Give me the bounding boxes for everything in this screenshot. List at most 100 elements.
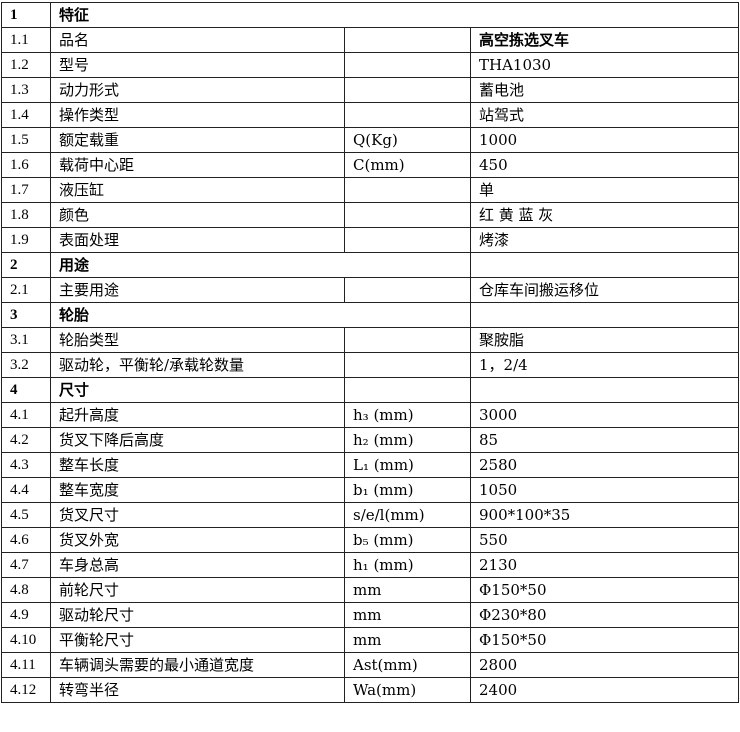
table-row: 4.7 车身总高 h₁ (mm) 2130	[1, 552, 740, 578]
item-number: 1.7	[1, 177, 51, 203]
item-parameter: s/e/l(mm)	[344, 502, 471, 528]
item-value: 2400	[469, 677, 740, 703]
item-value: 2130	[469, 552, 740, 578]
item-number: 1.8	[1, 202, 51, 228]
item-name: 品名	[50, 27, 345, 53]
table-row: 2.1 主要用途 仓库车间搬运移位	[1, 277, 740, 303]
item-number: 4.3	[1, 452, 51, 478]
item-value: 550	[469, 527, 740, 553]
section-number: 4	[1, 377, 51, 403]
item-value: 聚胺脂	[469, 327, 740, 353]
item-name: 载荷中心距	[50, 152, 345, 178]
item-parameter: mm	[344, 627, 471, 653]
item-number: 1.2	[1, 52, 51, 78]
item-value: 烤漆	[469, 227, 740, 253]
item-name: 前轮尺寸	[50, 577, 345, 603]
item-parameter	[344, 327, 471, 353]
item-number: 4.4	[1, 477, 51, 503]
table-row: 1.3 动力形式 蓄电池	[1, 77, 740, 103]
item-value: Φ150*50	[469, 577, 740, 603]
table-row: 1.2 型号 THA1030	[1, 52, 740, 78]
table-row: 1.7 液压缸 单	[1, 177, 740, 203]
item-number: 1.4	[1, 102, 51, 128]
item-name: 货叉尺寸	[50, 502, 345, 528]
item-number: 4.6	[1, 527, 51, 553]
item-parameter: Wa(mm)	[344, 677, 471, 703]
item-value: 红 黄 蓝 灰	[469, 202, 740, 228]
item-value: THA1030	[469, 52, 740, 78]
item-value: Φ230*80	[469, 602, 740, 628]
table-row: 4.11 车辆调头需要的最小通道宽度 Ast(mm) 2800	[1, 652, 740, 678]
table-row: 4.8 前轮尺寸 mm Φ150*50	[1, 577, 740, 603]
item-number: 3.1	[1, 327, 51, 353]
item-name: 操作类型	[50, 102, 345, 128]
item-number: 4.12	[1, 677, 51, 703]
item-number: 1.9	[1, 227, 51, 253]
item-name: 货叉外宽	[50, 527, 345, 553]
empty-cell	[344, 377, 471, 403]
item-parameter	[344, 102, 471, 128]
item-parameter: C(mm)	[344, 152, 471, 178]
item-number: 1.6	[1, 152, 51, 178]
table-row: 4.5 货叉尺寸 s/e/l(mm) 900*100*35	[1, 502, 740, 528]
item-parameter	[344, 27, 471, 53]
item-number: 2.1	[1, 277, 51, 303]
section-header-row: 1 特征	[1, 2, 740, 28]
spec-table: 1 特征 1.1 品名 高空拣选叉车 1.2 型号 THA1030 1.3 动力形式 蓄电池 1.4 操…	[1, 2, 740, 703]
item-parameter	[344, 277, 471, 303]
item-parameter	[344, 227, 471, 253]
item-name: 动力形式	[50, 77, 345, 103]
item-name: 轮胎类型	[50, 327, 345, 353]
section-number: 1	[1, 2, 51, 28]
empty-cell	[469, 377, 740, 403]
item-value: 3000	[469, 402, 740, 428]
item-name: 货叉下降后高度	[50, 427, 345, 453]
section-title: 用途	[50, 252, 471, 278]
item-name: 车辆调头需要的最小通道宽度	[50, 652, 345, 678]
item-number: 1.5	[1, 127, 51, 153]
table-row: 4.9 驱动轮尺寸 mm Φ230*80	[1, 602, 740, 628]
table-row: 1.9 表面处理 烤漆	[1, 227, 740, 253]
section-header-row: 4 尺寸	[1, 377, 740, 403]
item-parameter: Ast(mm)	[344, 652, 471, 678]
item-value: Φ150*50	[469, 627, 740, 653]
item-value: 900*100*35	[469, 502, 740, 528]
empty-cell	[469, 302, 740, 328]
item-number: 4.7	[1, 552, 51, 578]
item-number: 1.1	[1, 27, 51, 53]
item-name: 整车宽度	[50, 477, 345, 503]
section-number: 3	[1, 302, 51, 328]
table-row: 4.4 整车宽度 b₁ (mm) 1050	[1, 477, 740, 503]
section-number: 2	[1, 252, 51, 278]
table-row: 4.12 转弯半径 Wa(mm) 2400	[1, 677, 740, 703]
item-name: 驱动轮尺寸	[50, 602, 345, 628]
section-title: 尺寸	[50, 377, 345, 403]
item-value: 450	[469, 152, 740, 178]
item-number: 4.11	[1, 652, 51, 678]
item-name: 车身总高	[50, 552, 345, 578]
item-number: 3.2	[1, 352, 51, 378]
item-name: 主要用途	[50, 277, 345, 303]
item-parameter: L₁ (mm)	[344, 452, 471, 478]
item-number: 4.2	[1, 427, 51, 453]
item-number: 4.1	[1, 402, 51, 428]
item-value: 2800	[469, 652, 740, 678]
item-name: 驱动轮，平衡轮/承载轮数量	[50, 352, 345, 378]
item-value: 1000	[469, 127, 740, 153]
item-name: 平衡轮尺寸	[50, 627, 345, 653]
empty-cell	[469, 252, 740, 278]
item-number: 4.9	[1, 602, 51, 628]
table-row: 3.1 轮胎类型 聚胺脂	[1, 327, 740, 353]
item-parameter: h₁ (mm)	[344, 552, 471, 578]
item-parameter: h₂ (mm)	[344, 427, 471, 453]
item-value: 蓄电池	[469, 77, 740, 103]
item-parameter: b₅ (mm)	[344, 527, 471, 553]
item-number: 4.5	[1, 502, 51, 528]
item-name: 表面处理	[50, 227, 345, 253]
table-row: 4.3 整车长度 L₁ (mm) 2580	[1, 452, 740, 478]
table-row: 3.2 驱动轮，平衡轮/承载轮数量 1，2/4	[1, 352, 740, 378]
item-name: 起升高度	[50, 402, 345, 428]
item-value: 高空拣选叉车	[469, 27, 740, 53]
item-parameter	[344, 77, 471, 103]
table-row: 1.8 颜色 红 黄 蓝 灰	[1, 202, 740, 228]
